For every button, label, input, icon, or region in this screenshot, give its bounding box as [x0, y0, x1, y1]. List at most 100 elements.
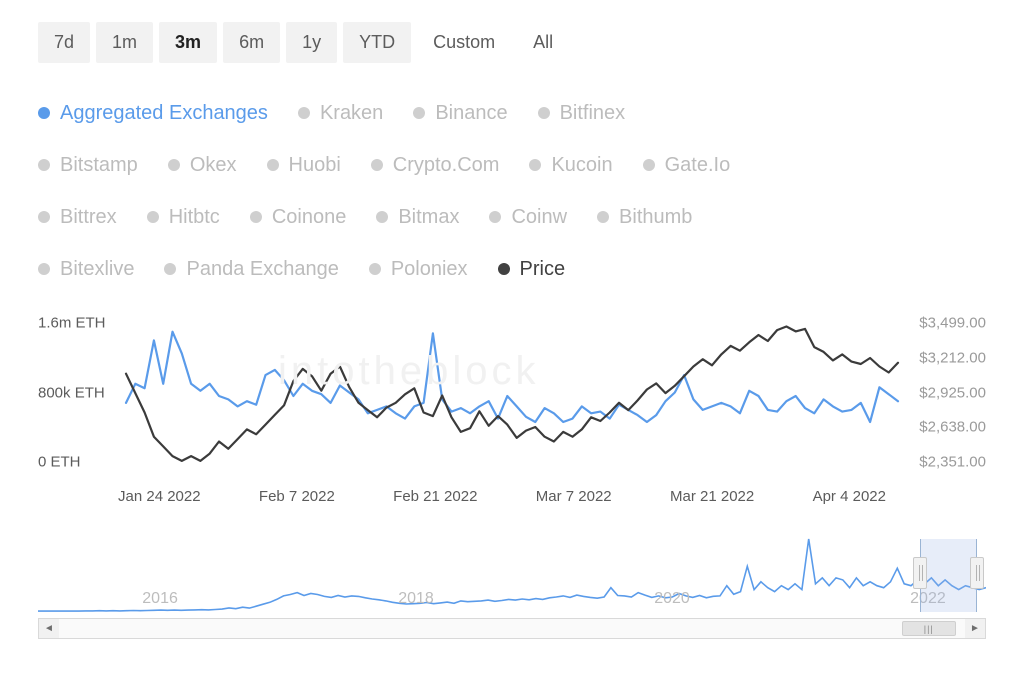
legend-label: Bittrex	[60, 201, 117, 233]
overview-svg	[38, 533, 986, 619]
legend-label: Bitstamp	[60, 149, 138, 181]
legend-item-okex[interactable]: Okex	[168, 149, 237, 181]
legend-label: Panda Exchange	[186, 253, 338, 285]
time-range-tab-custom[interactable]: Custom	[417, 22, 511, 63]
x-axis-label: Jan 24 2022	[118, 488, 201, 505]
time-range-tab-3m[interactable]: 3m	[159, 22, 217, 63]
main-chart: intotheblock 0 ETH800k ETH1.6m ETH$2,351…	[38, 315, 986, 470]
x-axis-label: Feb 7 2022	[259, 488, 335, 505]
legend-bullet-icon	[38, 263, 50, 275]
brush-handle-left[interactable]	[913, 557, 927, 589]
legend-item-panda-exchange[interactable]: Panda Exchange	[164, 253, 338, 285]
legend-label: Bitmax	[398, 201, 459, 233]
overview-chart: 2016201820202022	[38, 533, 986, 619]
x-axis: Jan 24 2022 Feb 7 2022 Feb 21 2022 Mar 7 20…	[38, 488, 986, 505]
legend-bullet-icon	[376, 211, 388, 223]
legend-bullet-icon	[38, 211, 50, 223]
overview-year-label: 2016	[142, 590, 178, 608]
legend-label: Kraken	[320, 97, 383, 129]
y-axis-right-label: $3,499.00	[919, 315, 986, 332]
legend-bullet-icon	[168, 159, 180, 171]
legend-label: Okex	[190, 149, 237, 181]
time-range-tab-1y[interactable]: 1y	[286, 22, 337, 63]
overview-scrollbar[interactable]: ◄ ||| ►	[38, 619, 986, 639]
legend-item-price[interactable]: Price	[498, 253, 566, 285]
legend-item-coinone[interactable]: Coinone	[250, 201, 347, 233]
legend-item-kraken[interactable]: Kraken	[298, 97, 383, 129]
legend-bullet-icon	[371, 159, 383, 171]
y-axis-left-label: 0 ETH	[38, 454, 81, 471]
legend-bullet-icon	[38, 107, 50, 119]
legend-bullet-icon	[164, 263, 176, 275]
time-range-tab-all[interactable]: All	[517, 22, 569, 63]
legend-item-hitbtc[interactable]: Hitbtc	[147, 201, 220, 233]
legend-bullet-icon	[267, 159, 279, 171]
legend-item-bitfinex[interactable]: Bitfinex	[538, 97, 626, 129]
overview-year-label: 2018	[398, 590, 434, 608]
scroll-track[interactable]: |||	[59, 619, 965, 638]
y-axis-left-label: 800k ETH	[38, 384, 105, 401]
legend-item-bitmax[interactable]: Bitmax	[376, 201, 459, 233]
legend-bullet-icon	[38, 159, 50, 171]
legend-label: Coinone	[272, 201, 347, 233]
legend-label: Gate.Io	[665, 149, 731, 181]
time-range-tab-1m[interactable]: 1m	[96, 22, 153, 63]
scroll-right-arrow[interactable]: ►	[965, 619, 985, 638]
legend-item-bitstamp[interactable]: Bitstamp	[38, 149, 138, 181]
legend-bullet-icon	[529, 159, 541, 171]
legend-label: Huobi	[289, 149, 341, 181]
legend-label: Kucoin	[551, 149, 612, 181]
legend-bullet-icon	[413, 107, 425, 119]
time-range-tabs: 7d1m3m6m1yYTDCustomAll	[38, 22, 986, 63]
legend-item-huobi[interactable]: Huobi	[267, 149, 341, 181]
y-axis-right-label: $2,351.00	[919, 454, 986, 471]
x-axis-label: Mar 21 2022	[670, 488, 754, 505]
y-axis-right-label: $2,925.00	[919, 384, 986, 401]
legend-item-gate-io[interactable]: Gate.Io	[643, 149, 731, 181]
legend-label: Bitfinex	[560, 97, 626, 129]
legend-item-coinw[interactable]: Coinw	[489, 201, 567, 233]
y-axis-right-label: $3,212.00	[919, 349, 986, 366]
legend-item-bittrex[interactable]: Bittrex	[38, 201, 117, 233]
legend-label: Binance	[435, 97, 507, 129]
scroll-left-arrow[interactable]: ◄	[39, 619, 59, 638]
legend-bullet-icon	[298, 107, 310, 119]
x-axis-label: Feb 21 2022	[393, 488, 477, 505]
scroll-thumb[interactable]: |||	[902, 621, 956, 636]
legend-label: Coinw	[511, 201, 567, 233]
x-axis-label: Mar 7 2022	[536, 488, 612, 505]
legend-bullet-icon	[597, 211, 609, 223]
y-axis-right-label: $2,638.00	[919, 419, 986, 436]
chart-svg	[38, 315, 986, 470]
overview-year-label: 2020	[654, 590, 690, 608]
legend-label: Hitbtc	[169, 201, 220, 233]
overview-brush[interactable]	[920, 539, 977, 612]
legend-item-bitexlive[interactable]: Bitexlive	[38, 253, 134, 285]
legend-label: Bithumb	[619, 201, 692, 233]
time-range-tab-ytd[interactable]: YTD	[343, 22, 411, 63]
legend-label: Aggregated Exchanges	[60, 97, 268, 129]
brush-handle-right[interactable]	[970, 557, 984, 589]
legend-bullet-icon	[250, 211, 262, 223]
legend-bullet-icon	[147, 211, 159, 223]
legend-label: Poloniex	[391, 253, 468, 285]
series-legend: Aggregated Exchanges Kraken Binance Bitfine…	[38, 97, 986, 285]
legend-item-poloniex[interactable]: Poloniex	[369, 253, 468, 285]
legend-item-aggregated-exchanges[interactable]: Aggregated Exchanges	[38, 97, 268, 129]
time-range-tab-7d[interactable]: 7d	[38, 22, 90, 63]
legend-bullet-icon	[489, 211, 501, 223]
legend-item-kucoin[interactable]: Kucoin	[529, 149, 612, 181]
legend-label: Price	[520, 253, 566, 285]
legend-label: Crypto.Com	[393, 149, 500, 181]
legend-bullet-icon	[538, 107, 550, 119]
y-axis-left-label: 1.6m ETH	[38, 315, 106, 332]
time-range-tab-6m[interactable]: 6m	[223, 22, 280, 63]
legend-item-bithumb[interactable]: Bithumb	[597, 201, 692, 233]
x-axis-label: Apr 4 2022	[813, 488, 886, 505]
legend-bullet-icon	[643, 159, 655, 171]
legend-item-binance[interactable]: Binance	[413, 97, 507, 129]
legend-item-crypto-com[interactable]: Crypto.Com	[371, 149, 500, 181]
legend-label: Bitexlive	[60, 253, 134, 285]
legend-bullet-icon	[498, 263, 510, 275]
legend-bullet-icon	[369, 263, 381, 275]
